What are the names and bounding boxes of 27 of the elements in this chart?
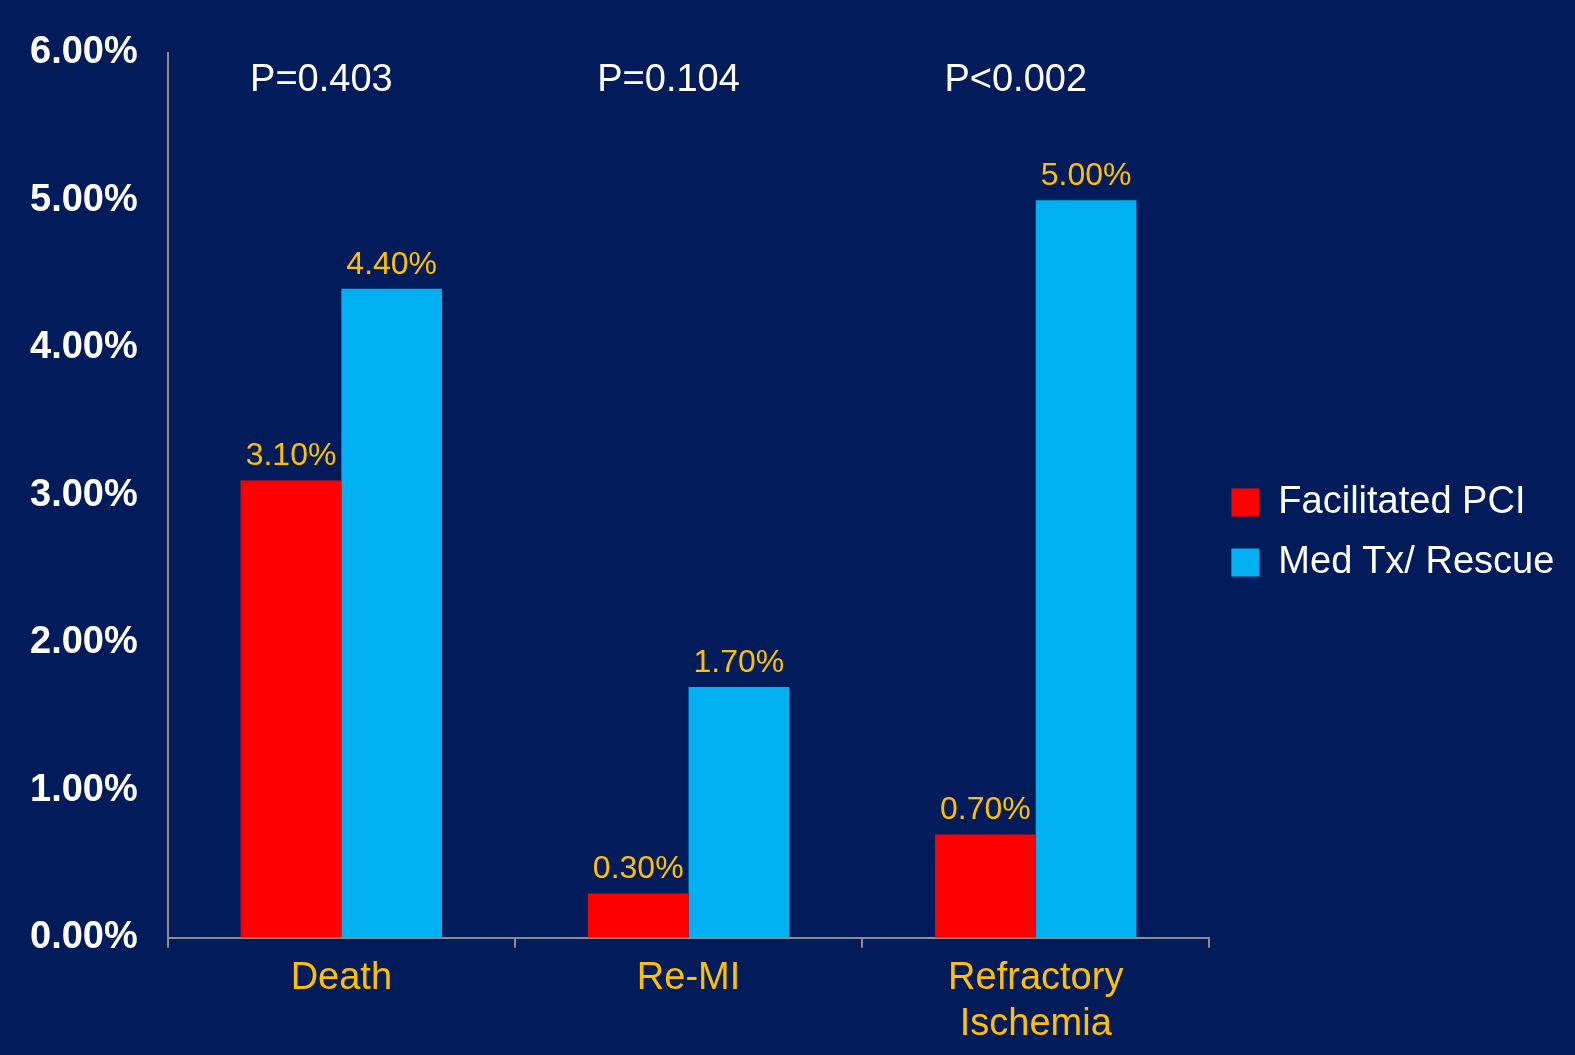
x-tick-label: Re-MI [636, 955, 741, 998]
bar [688, 687, 790, 938]
data-label: 5.00% [1040, 156, 1132, 193]
bar [341, 288, 443, 938]
data-label: 0.70% [940, 790, 1031, 827]
bar [587, 893, 689, 938]
data-label: 3.10% [245, 436, 337, 473]
y-tick-label: 3.00% [30, 471, 138, 514]
bar [240, 480, 342, 938]
y-tick-label: 2.00% [30, 619, 138, 662]
y-tick-label: 1.00% [30, 766, 138, 809]
data-label: 1.70% [693, 642, 785, 679]
bar [1035, 200, 1137, 938]
y-tick-label: 6.00% [30, 29, 138, 72]
legend-label: Facilitated PCI [1278, 478, 1526, 521]
y-tick-label: 0.00% [30, 914, 138, 957]
data-label: 4.40% [346, 244, 438, 281]
x-tick-label: Refractory Ischemia [948, 955, 1124, 1043]
y-tick-label: 5.00% [30, 176, 138, 219]
data-label: 0.30% [592, 849, 684, 886]
legend-label: Med Tx/ Rescue [1278, 538, 1555, 581]
annotation: P=0.403 [250, 57, 393, 100]
annotation: P=0.104 [597, 57, 740, 100]
annotation: P<0.002 [944, 57, 1088, 100]
bar [935, 834, 1036, 938]
y-tick-label: 4.00% [30, 324, 138, 367]
x-tick-label: Death [290, 955, 393, 998]
